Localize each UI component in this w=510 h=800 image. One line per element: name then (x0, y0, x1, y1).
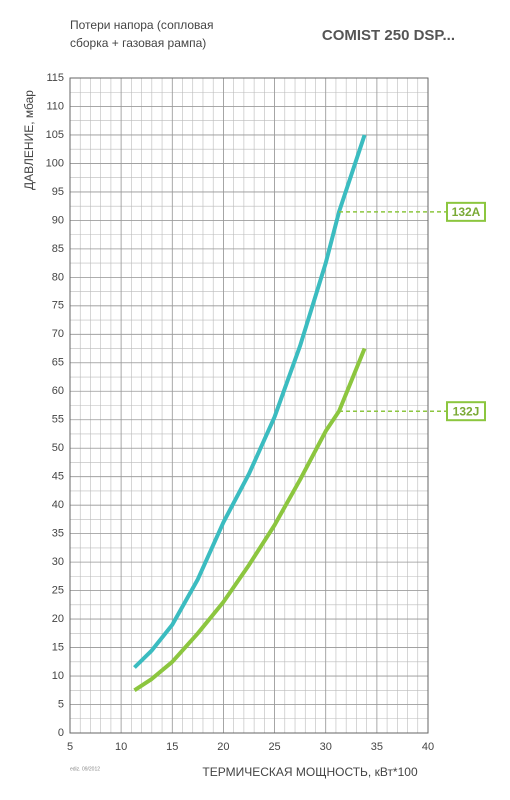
series-label-box (446, 201, 486, 222)
series-line (133, 134, 367, 669)
y-tick-label: 95 (52, 186, 64, 198)
series-label: 132A (452, 205, 481, 219)
y-tick-label: 25 (52, 585, 64, 597)
y-tick-label: 60 (52, 385, 64, 397)
y-tick-label: 105 (46, 129, 64, 141)
x-tick-label: 15 (166, 741, 178, 753)
y-tick-label: 110 (46, 100, 64, 112)
y-tick-label: 70 (52, 328, 64, 340)
y-tick-label: 45 (52, 471, 64, 483)
y-tick-label: 90 (52, 214, 64, 226)
x-tick-label: 10 (115, 741, 127, 753)
y-tick-label: 5 (58, 698, 64, 710)
chart-title: COMIST 250 DSP... (322, 27, 455, 44)
x-tick-label: 20 (217, 741, 229, 753)
y-tick-label: 20 (52, 613, 64, 625)
x-tick-label: 5 (67, 741, 73, 753)
y-tick-label: 55 (52, 414, 64, 426)
y-tick-label: 85 (52, 243, 64, 255)
x-axis-label: ТЕРМИЧЕСКАЯ МОЩНОСТЬ, кВт*100 (202, 765, 418, 779)
y-tick-label: 75 (52, 300, 64, 312)
y-tick-label: 35 (52, 528, 64, 540)
y-tick-label: 80 (52, 271, 64, 283)
x-tick-label: 35 (371, 741, 383, 753)
y-tick-label: 115 (46, 72, 64, 84)
x-tick-label: 40 (422, 741, 434, 753)
x-tick-label: 25 (268, 741, 280, 753)
y-tick-label: 30 (52, 556, 64, 568)
note: ediz. 09/2012 (70, 766, 100, 772)
plot-frame (69, 77, 429, 734)
series-label: 132J (453, 404, 480, 418)
series-line (133, 347, 367, 692)
x-tick-label: 30 (320, 741, 332, 753)
subtitle: Потери напора (сопловая сборка + газовая… (70, 18, 214, 50)
y-tick-label: 10 (52, 670, 64, 682)
y-tick-label: 65 (52, 357, 64, 369)
y-tick-label: 50 (52, 442, 64, 454)
y-tick-label: 100 (46, 157, 64, 169)
y-tick-label: 0 (58, 727, 64, 739)
y-tick-label: 15 (52, 641, 64, 653)
y-tick-label: 40 (52, 499, 64, 511)
series-label-box (446, 401, 486, 422)
y-axis-label: ДАВЛЕНИЕ, мбар (22, 90, 36, 190)
